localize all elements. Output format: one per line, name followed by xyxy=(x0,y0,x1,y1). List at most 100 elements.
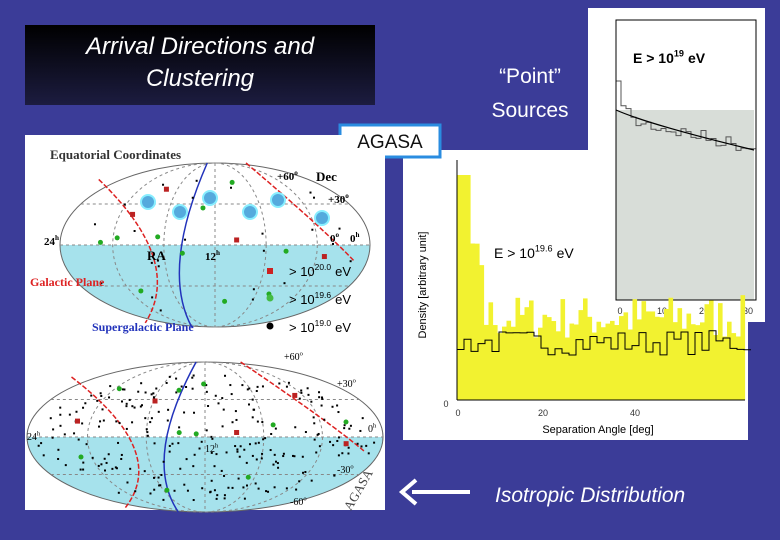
sky-map-2-event xyxy=(125,402,128,405)
sky-map-2-event xyxy=(227,486,230,489)
sky-map-2-event xyxy=(120,457,123,460)
sky-map-2-event xyxy=(210,451,213,454)
sky-map-2-event xyxy=(223,497,226,500)
sky-map-2-event xyxy=(312,416,315,419)
sky-map-2-galactic xyxy=(71,361,366,509)
sky-map-2-dec-tick-sup: o xyxy=(350,464,353,471)
sky-map-2-dec-tick-sup: o xyxy=(353,378,356,385)
hist-bar xyxy=(623,312,629,400)
hist-bar xyxy=(610,320,615,400)
sky-map-dec-tick-text: 0 xyxy=(330,233,336,245)
sky-map-2-event xyxy=(59,406,62,409)
legend-marker xyxy=(266,294,274,302)
sky-map-2-event xyxy=(270,432,273,435)
sky-map-2-event xyxy=(115,420,118,423)
hist-bar xyxy=(457,175,462,400)
sky-map-2-event xyxy=(192,499,195,502)
sky-map-event xyxy=(251,298,254,301)
sky-map-cluster xyxy=(242,204,258,220)
sky-map-2-event xyxy=(222,408,225,411)
legend-marker xyxy=(267,268,273,274)
sky-map-2-event xyxy=(255,390,258,393)
sky-map-2-event-green xyxy=(201,381,207,387)
hist-bar xyxy=(506,320,512,400)
sky-map-2-event xyxy=(57,448,60,451)
sky-map-cluster xyxy=(172,204,188,220)
sky-map-2-dec-tick-sup: o xyxy=(300,351,303,358)
sky-map-2-event xyxy=(347,446,350,449)
sky-map-2-event-green xyxy=(193,431,199,437)
sky-map-cluster xyxy=(314,210,330,226)
sky-map-2-event xyxy=(269,449,272,452)
sky-map-2-event xyxy=(262,438,265,441)
sky-map-2-event-green xyxy=(116,386,122,392)
sky-map-2-event xyxy=(264,437,267,440)
hist-bar xyxy=(740,295,746,400)
legend-label-sup: 19.0 xyxy=(315,318,332,328)
hist-bar xyxy=(502,326,507,400)
hist-bar xyxy=(691,324,696,400)
sky-map-2-event xyxy=(274,460,277,463)
sky-map-2-event xyxy=(301,455,304,458)
hist-bar xyxy=(587,316,593,400)
legend-label-sup: 20.0 xyxy=(315,262,332,272)
sky-map-2-event xyxy=(236,448,239,451)
sky-map-2-event xyxy=(359,429,362,432)
sky-map-2-event xyxy=(302,471,305,474)
sky-map-2-event xyxy=(75,410,78,413)
sky-map-2-event xyxy=(51,436,54,439)
sky-map-2-event xyxy=(360,445,363,448)
sky-map-event xyxy=(252,288,255,291)
sky-map-2-event xyxy=(152,392,155,395)
legend-label: > 1020.0 eV xyxy=(289,262,351,279)
sky-map-event-green xyxy=(229,179,235,185)
sky-map-ra-label: RA xyxy=(147,248,166,263)
sky-map-ra-tick-sup: h xyxy=(216,249,220,257)
sky-map-2-event xyxy=(298,480,301,483)
sky-map-event-green xyxy=(138,288,144,294)
sky-map-2-event xyxy=(68,413,71,416)
sky-map-2-event xyxy=(108,396,111,399)
sky-map-event xyxy=(156,259,159,262)
sky-map-2-event xyxy=(126,481,129,484)
sky-map-2-event xyxy=(239,445,242,448)
arrow-head xyxy=(398,478,418,506)
histogram-x-label: Separation Angle [deg] xyxy=(542,424,653,436)
sky-map-2-event xyxy=(318,445,321,448)
sky-map-event xyxy=(150,261,153,264)
sky-map-2-event xyxy=(157,476,160,479)
sky-map-2-event xyxy=(210,479,213,482)
hist-bar xyxy=(614,325,620,400)
sky-map-2-event xyxy=(234,410,237,413)
sky-map-2-event xyxy=(336,439,339,442)
sky-map-2-event xyxy=(257,441,260,444)
sky-map-2-event xyxy=(183,411,186,414)
sky-map-2-event xyxy=(134,490,137,493)
sky-map-event-green xyxy=(283,248,289,254)
legend-label-unit: eV xyxy=(335,320,351,335)
hist-bar xyxy=(619,316,624,400)
hist-bar xyxy=(511,326,516,400)
sky-map-2-event xyxy=(59,413,62,416)
sky-map-2-event xyxy=(52,428,55,431)
hist-bar xyxy=(515,297,521,400)
sky-map-2-event xyxy=(165,381,168,384)
sky-map-2-event xyxy=(97,464,100,467)
sky-map-ra-tick-text: 24 xyxy=(44,236,56,248)
sky-map-2-event xyxy=(173,489,176,492)
sky-map-2-event xyxy=(185,385,188,388)
inset-axes xyxy=(615,19,757,301)
sky-map-2-event xyxy=(59,424,62,427)
sky-map-2-event xyxy=(160,473,163,476)
sky-map-2-ra-tick-text: 24 xyxy=(27,432,37,443)
legend-label-sup: 19.6 xyxy=(315,290,332,300)
sky-map-2-event xyxy=(248,443,251,446)
sky-map-2-event xyxy=(100,394,103,397)
sky-map-event xyxy=(151,296,154,299)
sky-map-2-dec-tick: -30o xyxy=(337,464,354,477)
sky-map-2-event xyxy=(274,427,277,430)
sky-map-event xyxy=(159,309,162,312)
sky-map-2-event-red xyxy=(234,429,240,435)
sky-map-2-event xyxy=(220,469,223,472)
inset-fit xyxy=(615,109,755,151)
